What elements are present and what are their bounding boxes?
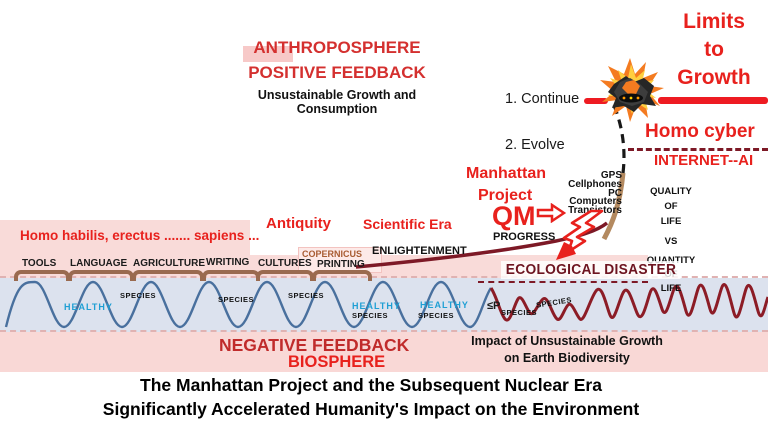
disrupted-species-wave (489, 283, 768, 322)
anthroposphere-line2: POSITIVE FEEDBACK (248, 63, 426, 82)
healthy-species-wave (4, 280, 493, 329)
less-than-p-label: ≤P (487, 300, 501, 312)
band-bottom-dashed-line (0, 330, 768, 332)
timeline-agriculture: AGRICULTURE (133, 258, 206, 269)
anthroposphere-title: ANTHROPOSPHERE POSITIVE FEEDBACK Unsusta… (217, 38, 457, 116)
species-label-4: SPECIES (352, 311, 389, 320)
qm-label: QM (492, 201, 536, 231)
bracket-writing (202, 270, 260, 281)
qol-life2: LIFE (660, 283, 682, 294)
progress-label: PROGRESS (493, 231, 556, 243)
choice-evolve: 2. Evolve (505, 137, 565, 153)
anthroposphere-subtitle: Unsustainable Growth and Consumption (257, 88, 417, 116)
species-label-3: SPECIES (288, 291, 325, 300)
scientific-era-label: Scientific Era (363, 216, 452, 232)
bracket-tools (14, 270, 70, 281)
species-label-2: SPECIES (218, 295, 255, 304)
impact-line2: on Earth Biodiversity (504, 351, 630, 365)
ecological-disaster-label: ECOLOGICAL DISASTER (501, 261, 681, 279)
progress-curve-maroon (355, 221, 609, 269)
limits-line1: Limits (683, 10, 745, 33)
main-caption: The Manhattan Project and the Subsequent… (0, 374, 742, 421)
anthro-highlight (243, 46, 293, 62)
anthroposphere-line1: ANTHROPOSPHERE (253, 38, 421, 57)
timeline-language: LANGUAGE (70, 258, 128, 269)
species-label-5: SPECIES (418, 311, 455, 320)
qol-of1: OF (664, 201, 678, 212)
explosion-icon (600, 58, 664, 122)
manhattan-line2: Project (478, 187, 533, 204)
bracket-printing (312, 270, 372, 281)
bracket-agriculture (132, 270, 204, 281)
impact-line1: Impact of Unsustainable Growth (471, 334, 663, 348)
impact-note: Impact of Unsustainable Growth on Earth … (438, 333, 696, 367)
tech-gps: GPS (600, 170, 622, 181)
limit-bar-right (658, 97, 768, 104)
lightning-arrow-icon (556, 209, 604, 260)
qol-quantity: QUANTITY (638, 255, 704, 266)
enlightenment-label: ENLIGHTENMENT (372, 245, 467, 257)
band-top-dashed-line (0, 276, 768, 278)
antiquity-label: Antiquity (266, 215, 331, 232)
pink-band-bottom (0, 332, 768, 372)
qol-life1: LIFE (660, 216, 682, 227)
progress-curve-steep-tan (601, 172, 626, 241)
healthy-label-2: HEALTHY (352, 301, 401, 311)
species-label-1: SPECIES (120, 291, 157, 300)
homo-habilis-label: Homo habilis, erectus ....... sapiens ..… (20, 228, 260, 243)
qol-quality: QUALITY (650, 186, 692, 197)
biosphere-label: BIOSPHERE (288, 353, 386, 371)
caption-line1: The Manhattan Project and the Subsequent… (140, 375, 602, 395)
bracket-cultures (256, 270, 314, 281)
qm-arrow-icon (536, 203, 566, 223)
limit-bar-left (584, 98, 608, 104)
qol-vs: VS (664, 236, 678, 247)
cyber-dashed-line (628, 148, 768, 151)
limits-to-growth-title: Limits to Growth (664, 8, 764, 92)
species-label-6: SPECIES (501, 308, 538, 317)
disaster-dashed-underline (478, 281, 648, 283)
timeline-printing: PRINTING (317, 259, 365, 270)
copernicus-label: COPERNICUS (302, 249, 363, 259)
species-wave-chart (4, 280, 768, 329)
internet-ai-label: INTERNET--AI (654, 152, 754, 169)
timeline-tools: TOOLS (22, 258, 57, 269)
negative-feedback-label: NEGATIVE FEEDBACK (219, 335, 410, 355)
healthy-label-3: HEALTHY (420, 300, 469, 310)
choice-continue: 1. Continue (505, 91, 580, 107)
caption-line2: Significantly Accelerated Humanity's Imp… (102, 398, 640, 419)
limits-line2: to (704, 38, 724, 61)
limits-line3: Growth (677, 66, 751, 89)
tech-cellphones: Cellphones (568, 178, 622, 190)
manhattan-line1: Manhattan (466, 165, 546, 182)
bracket-language (68, 270, 134, 281)
tech-pc: PC (608, 187, 622, 199)
healthy-label-1: HEALTHY (64, 302, 113, 312)
timeline-writing: WRITING (206, 257, 250, 268)
homo-cyber-label: Homo cyber (645, 121, 755, 142)
tech-computers: Computers (569, 196, 622, 208)
timeline-cultures: CULTURES (258, 258, 312, 269)
